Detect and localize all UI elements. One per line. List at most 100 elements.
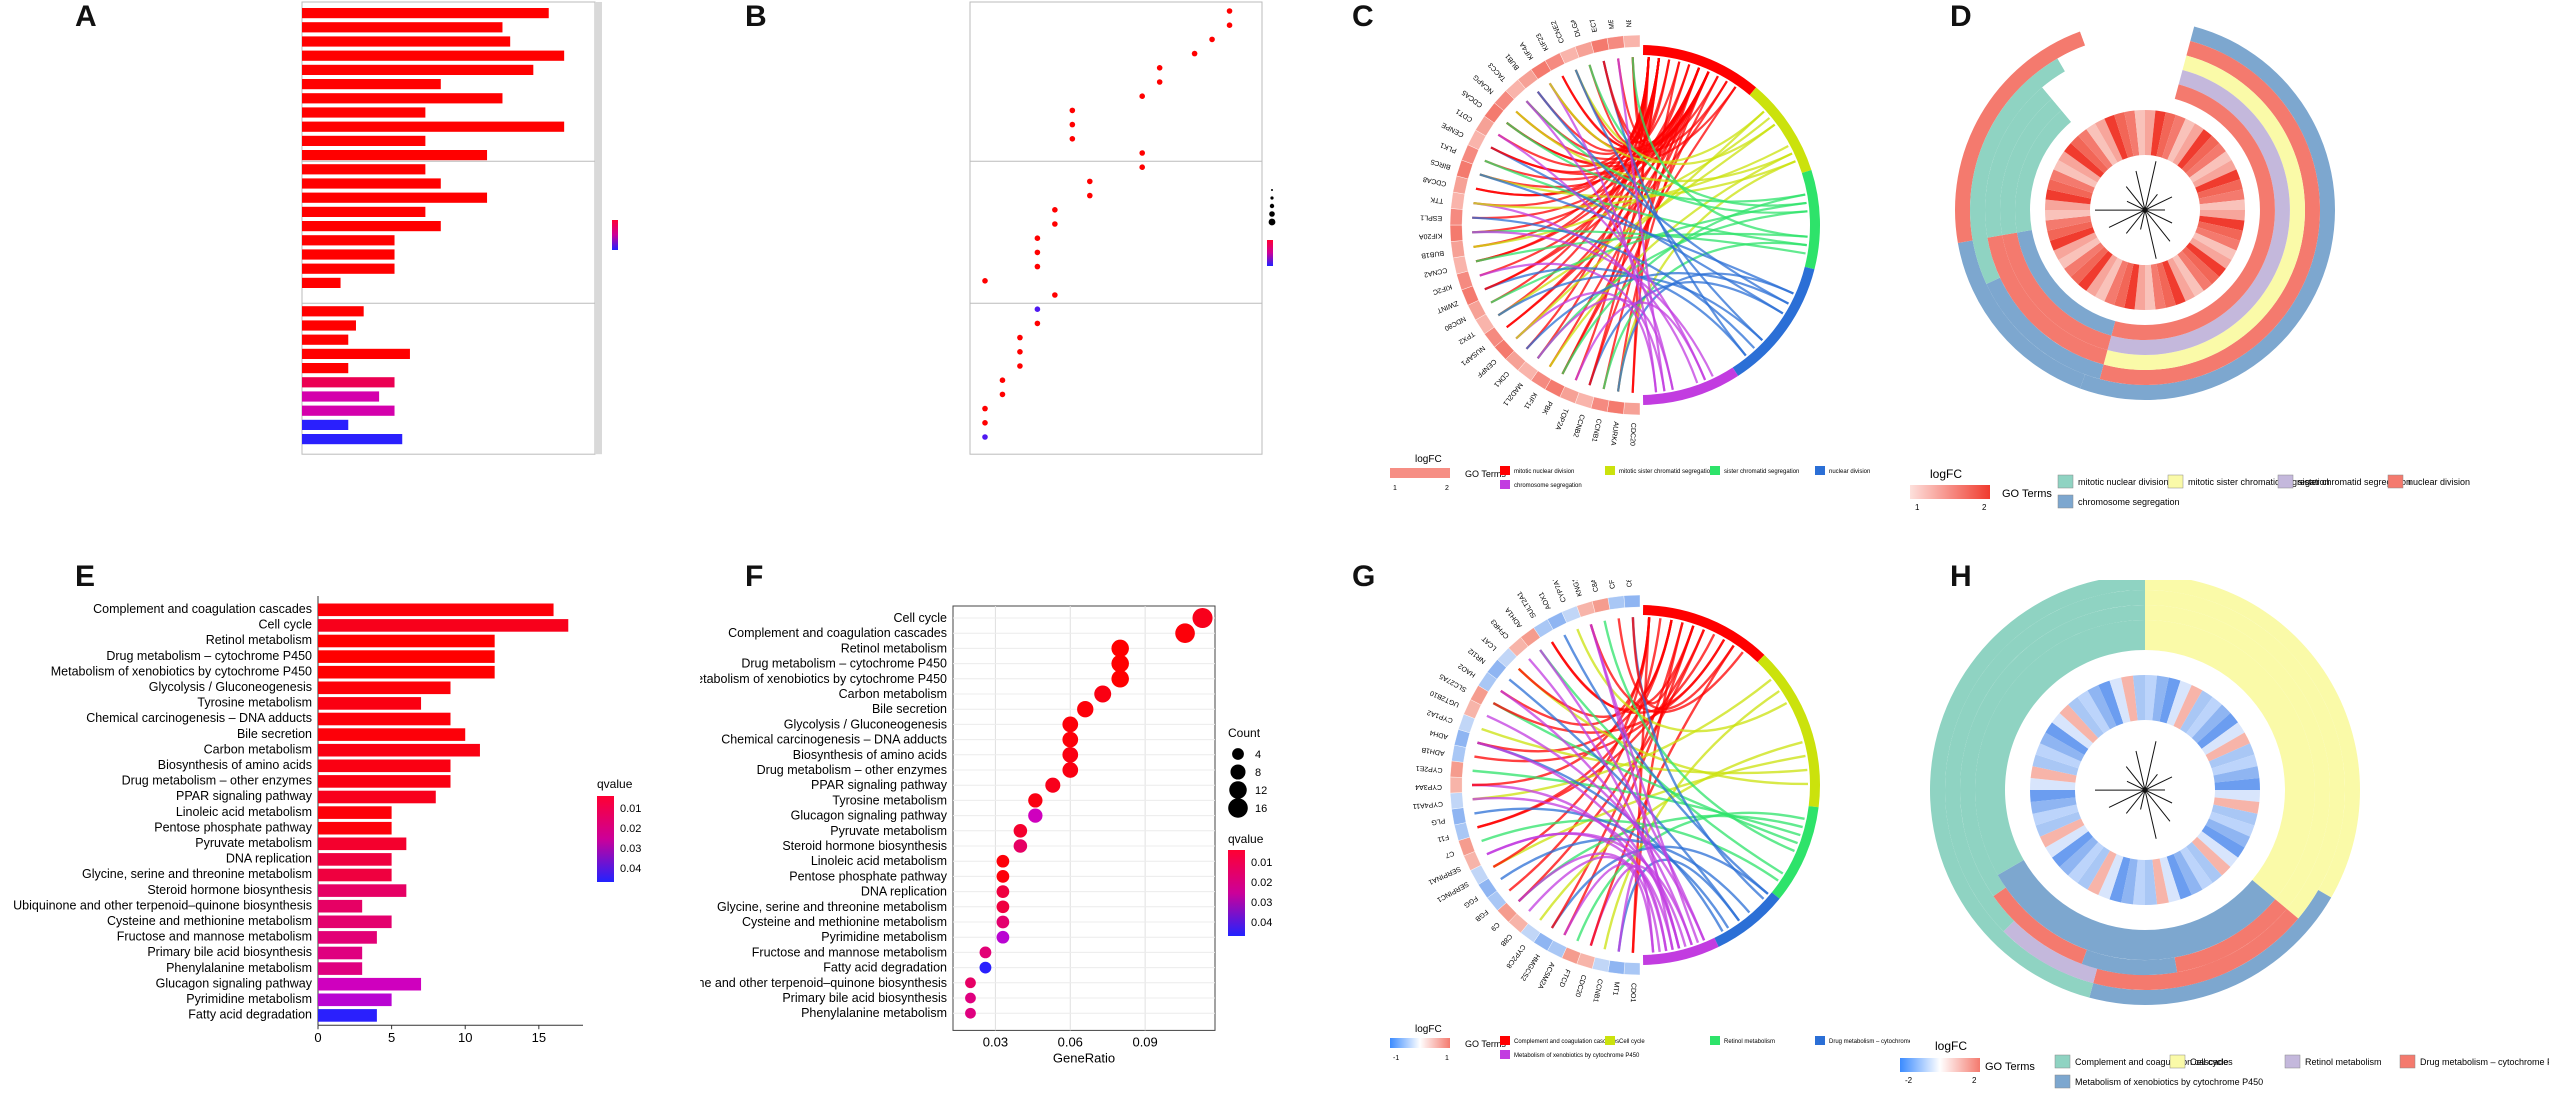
e-category-label: Pentose phosphate pathway [154,820,313,834]
b-dot [999,377,1006,384]
logfc-cell [2134,264,2145,310]
f-dot [1013,824,1028,838]
f-dot [1077,701,1094,718]
logfc-cell [2211,754,2258,776]
term-ring-segment [2081,949,2178,975]
logfc-cell [2064,143,2105,178]
e-bar [318,946,363,960]
chord-ribbon [1576,811,1805,942]
e-x-tick-label: 0 [314,1030,321,1045]
logfc-cell [2167,257,2195,302]
f-dot [1062,731,1079,748]
gene-label: CDC20 [1573,974,1586,998]
f-dot [1111,639,1129,658]
e-legend-tick: 0.03 [620,843,641,855]
f-dot [1175,623,1195,643]
logfc-cell [2070,246,2109,285]
f-category-label: PPAR signaling pathway [811,778,948,792]
f-category-label: Bile secretion [872,702,947,716]
chord-ribbon [1473,117,1771,249]
a-bar [302,277,341,288]
chord-ribbon [1486,714,1706,941]
e-category-label: PPAR signaling pathway [176,789,313,803]
b-dot [1017,334,1023,341]
logfc-cell [2214,777,2260,790]
a-bar [302,121,565,132]
e-bar [318,603,554,617]
logfc-cell [2156,262,2176,308]
logfc-cell [2159,856,2181,903]
legend-label: mitotic nuclear division [1514,469,1574,475]
f-dot [979,946,992,959]
logfc-cell [2087,850,2117,896]
d-logfc-tick-min: 1 [1915,503,1920,512]
e-bar [318,837,407,851]
gene-label: ADH1B [1421,746,1446,757]
logfc-cell [2047,179,2093,199]
panel-e-chart: Complement and coagulation cascades Cell … [13,596,641,1045]
logfc-cell [2030,797,2077,814]
logfc-cell [2213,797,2260,814]
chord-ribbon [1603,620,1795,853]
logfc-cell [2068,842,2104,884]
term-ring-segment [2051,65,2145,111]
chord-ribbon [1473,201,1699,384]
e-category-label: Steroid hormone biosynthesis [147,883,312,897]
dendrogram [2094,161,2173,259]
chord-ribbon [1539,740,1803,921]
gene-label: ADH4 [1429,728,1449,740]
gene-label: CYP7A1 [1551,580,1568,603]
f-dot [965,977,976,989]
logfc-cell [2109,856,2131,903]
gene-label: CENPF [1475,357,1497,378]
e-category-label: Chemical carcinogenesis – DNA adducts [86,711,312,725]
gene-label: CYP4A11 [1412,800,1443,810]
b-dot [982,434,988,440]
b-dot [1017,349,1023,355]
gene-label: FTCD [1557,968,1570,988]
legend-swatch [1710,1036,1720,1045]
b-size-legend-dot [1268,218,1276,226]
legend-swatch [2054,1074,2071,1089]
logfc-cell [2173,684,2203,730]
logfc-cell [2121,675,2138,722]
term-ring-segment [1955,31,2086,243]
f-category-label: Glycine, serine and threonine metabolism [717,900,947,914]
gene-label: UGT2B10 [1429,689,1460,708]
e-category-label: Carbon metabolism [204,742,312,756]
term-sector [1771,806,1819,899]
a-bar [302,263,395,274]
g-go-label: GO Terms [1465,1039,1506,1049]
logfc-cell [2104,114,2129,160]
gene-label: NDC80 [1443,315,1467,332]
e-category-label: DNA replication [226,852,312,866]
chord-ribbon [1517,852,1661,952]
b-dot [1034,249,1041,256]
gene-label: KIF4A [1519,40,1536,60]
chord-ribbon [1477,741,1681,949]
a-bar [302,363,349,374]
b-size-legend-dot [1271,189,1273,191]
logfc-cell [2121,858,2138,905]
logfc-cell [2177,250,2212,291]
f-category-label: Drug metabolism – other enzymes [757,763,947,777]
logfc-cell [2098,680,2124,727]
chord-ribbon [1506,80,1728,329]
logfc-cell [1454,822,1471,841]
chord-ribbon [1631,617,1695,705]
gene-label: PBK [1540,400,1553,416]
chord-ribbon [1617,858,1741,952]
e-legend-gradient [597,796,614,882]
f-category-label: Pyrimidine metabolism [821,930,947,944]
chord-ribbon [1497,133,1707,381]
logfc-cell [2150,263,2166,310]
gene-label: ADH1A [1504,606,1524,629]
e-x-tick-label: 10 [458,1030,472,1045]
f-dot [1192,607,1213,629]
e-category-label: Glycolysis / Gluconeogenesis [149,680,312,694]
term-sector [1757,654,1820,808]
b-size-legend-dot [1270,196,1274,200]
gene-label: CYP2C8 [1504,943,1526,969]
logfc-cell [1623,594,1641,608]
logfc-cell [2180,846,2213,890]
